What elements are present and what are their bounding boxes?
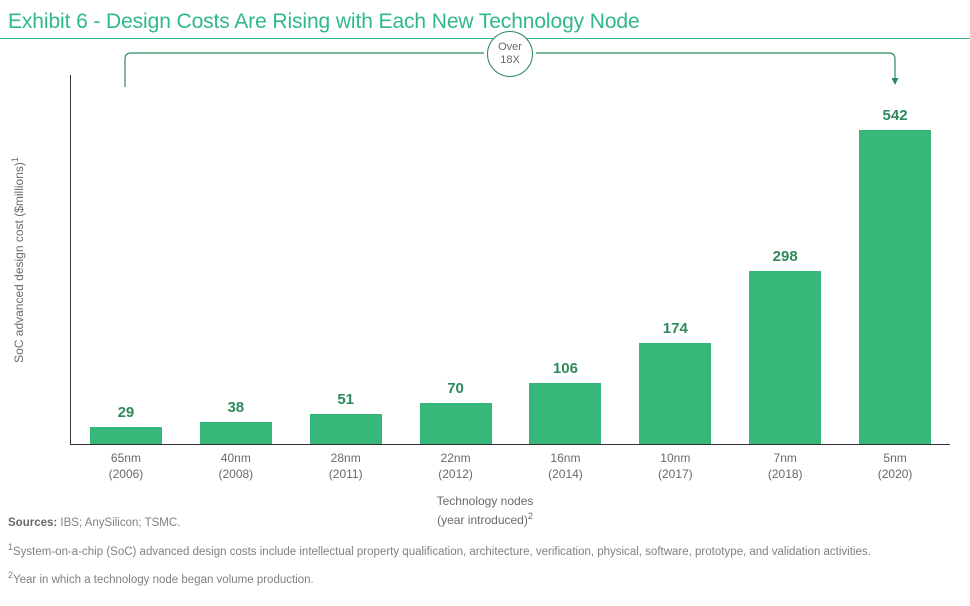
- y-axis-label-sup: 1: [10, 157, 20, 162]
- footnote-sources: Sources: IBS; AnySilicon; TSMC.: [8, 515, 958, 533]
- bar-col: 38: [181, 399, 291, 444]
- bar-col: 174: [620, 320, 730, 444]
- footnote-1: 1System-on-a-chip (SoC) advanced design …: [8, 541, 958, 562]
- bar-value-label: 29: [118, 404, 135, 421]
- y-axis-label: SoC advanced design cost ($millions)1: [10, 157, 26, 363]
- x-tick-label: 5nm(2020): [840, 450, 950, 482]
- bar-value-label: 174: [663, 320, 688, 337]
- x-tick-label: 22nm(2012): [401, 450, 511, 482]
- x-tick-label: 10nm(2017): [620, 450, 730, 482]
- bar-rect: [749, 271, 821, 444]
- x-tick-label: 7nm(2018): [730, 450, 840, 482]
- bar-rect: [859, 130, 931, 444]
- y-axis-label-text: SoC advanced design cost ($millions): [12, 162, 26, 363]
- bar-value-label: 542: [883, 107, 908, 124]
- bar-rect: [529, 383, 601, 444]
- bar-value-label: 38: [227, 399, 244, 416]
- bars-container: 29 38 51 70 106 174 298 542: [71, 75, 950, 444]
- footnote-sources-text: IBS; AnySilicon; TSMC.: [57, 517, 180, 529]
- footnote-2-text: Year in which a technology node began vo…: [13, 574, 314, 586]
- bar-col: 51: [291, 391, 401, 444]
- bar-value-label: 51: [337, 391, 354, 408]
- bar-rect: [639, 343, 711, 444]
- bar-col: 106: [511, 360, 621, 444]
- x-axis-title-line1: Technology nodes: [437, 494, 534, 508]
- bar-col: 298: [730, 248, 840, 444]
- footnotes: Sources: IBS; AnySilicon; TSMC. 1System-…: [8, 515, 958, 598]
- x-tick-label: 28nm(2011): [291, 450, 401, 482]
- plot-area: 29385170106174298542 65nm(2006)40nm(2008…: [70, 75, 950, 445]
- footnote-1-text: System-on-a-chip (SoC) advanced design c…: [13, 546, 871, 558]
- footnote-2: 2Year in which a technology node began v…: [8, 569, 958, 590]
- x-labels-container: 65nm(2006)40nm(2008)28nm(2011)22nm(2012)…: [71, 450, 950, 482]
- title-underline: [0, 38, 970, 39]
- callout-line1: Over: [498, 41, 522, 53]
- bar-value-label: 70: [447, 380, 464, 397]
- exhibit-title: Exhibit 6 - Design Costs Are Rising with…: [0, 0, 970, 38]
- bar-value-label: 106: [553, 360, 578, 377]
- bar-col: 29: [71, 404, 181, 444]
- footnote-sources-label: Sources:: [8, 517, 57, 529]
- bar-col: 70: [401, 380, 511, 444]
- bar-rect: [310, 414, 382, 444]
- callout-line2: 18X: [500, 54, 520, 66]
- x-tick-label: 65nm(2006): [71, 450, 181, 482]
- bar-value-label: 298: [773, 248, 798, 265]
- bar-col: 542: [840, 107, 950, 444]
- bar-rect: [420, 403, 492, 444]
- x-tick-label: 16nm(2014): [511, 450, 621, 482]
- chart-region: SoC advanced design cost ($millions)1 Ov…: [70, 75, 950, 445]
- bar-rect: [90, 427, 162, 444]
- bar-rect: [200, 422, 272, 444]
- x-tick-label: 40nm(2008): [181, 450, 291, 482]
